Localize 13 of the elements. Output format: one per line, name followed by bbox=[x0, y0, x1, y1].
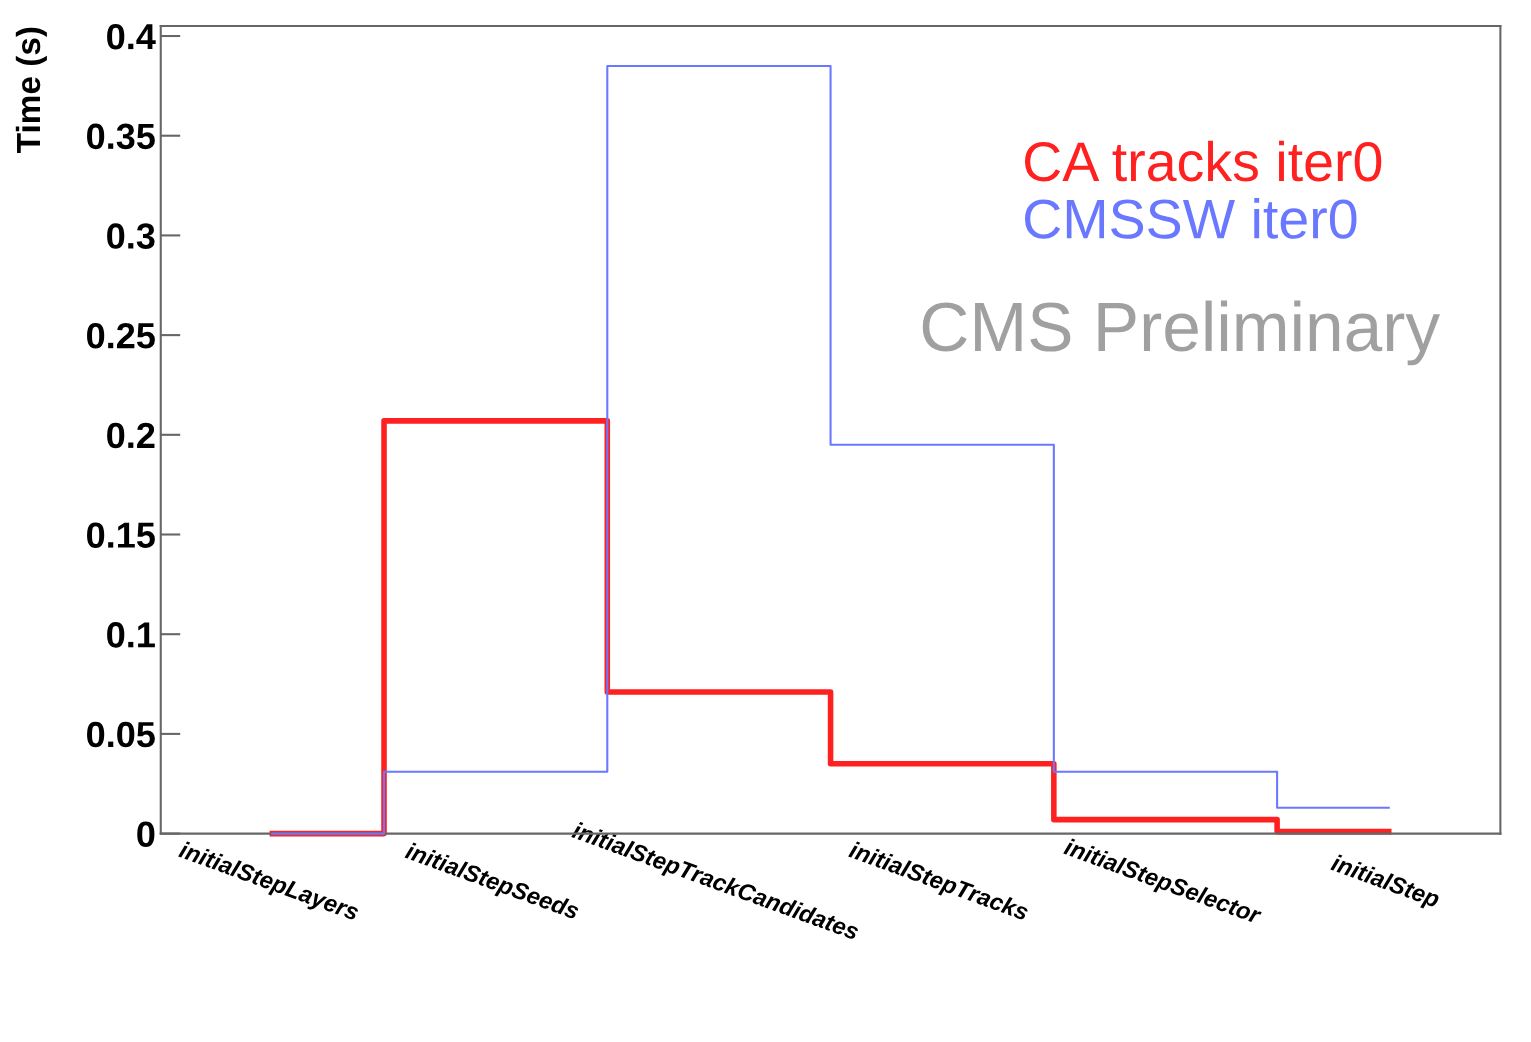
y-tick-label: 0.1 bbox=[107, 622, 155, 648]
y-tick-label: 0.25 bbox=[87, 322, 155, 349]
text: CA tracks iter0 bbox=[1025, 140, 1382, 182]
y-tick-label: 0 bbox=[137, 821, 155, 848]
y-tick-label: 0.15 bbox=[87, 522, 155, 548]
y-tick-label: 0.05 bbox=[87, 721, 155, 748]
y-axis-title: Time (s) bbox=[15, 27, 47, 153]
y-tick-label: 0.2 bbox=[107, 422, 155, 449]
y-tick-label: 0.3 bbox=[107, 223, 155, 249]
annotation: CMS Preliminary bbox=[922, 300, 1440, 366]
y-tick-label: 0.35 bbox=[87, 123, 155, 150]
y-tick-label: 0.4 bbox=[107, 23, 156, 50]
text: CMSSW iter0 bbox=[1025, 198, 1357, 239]
